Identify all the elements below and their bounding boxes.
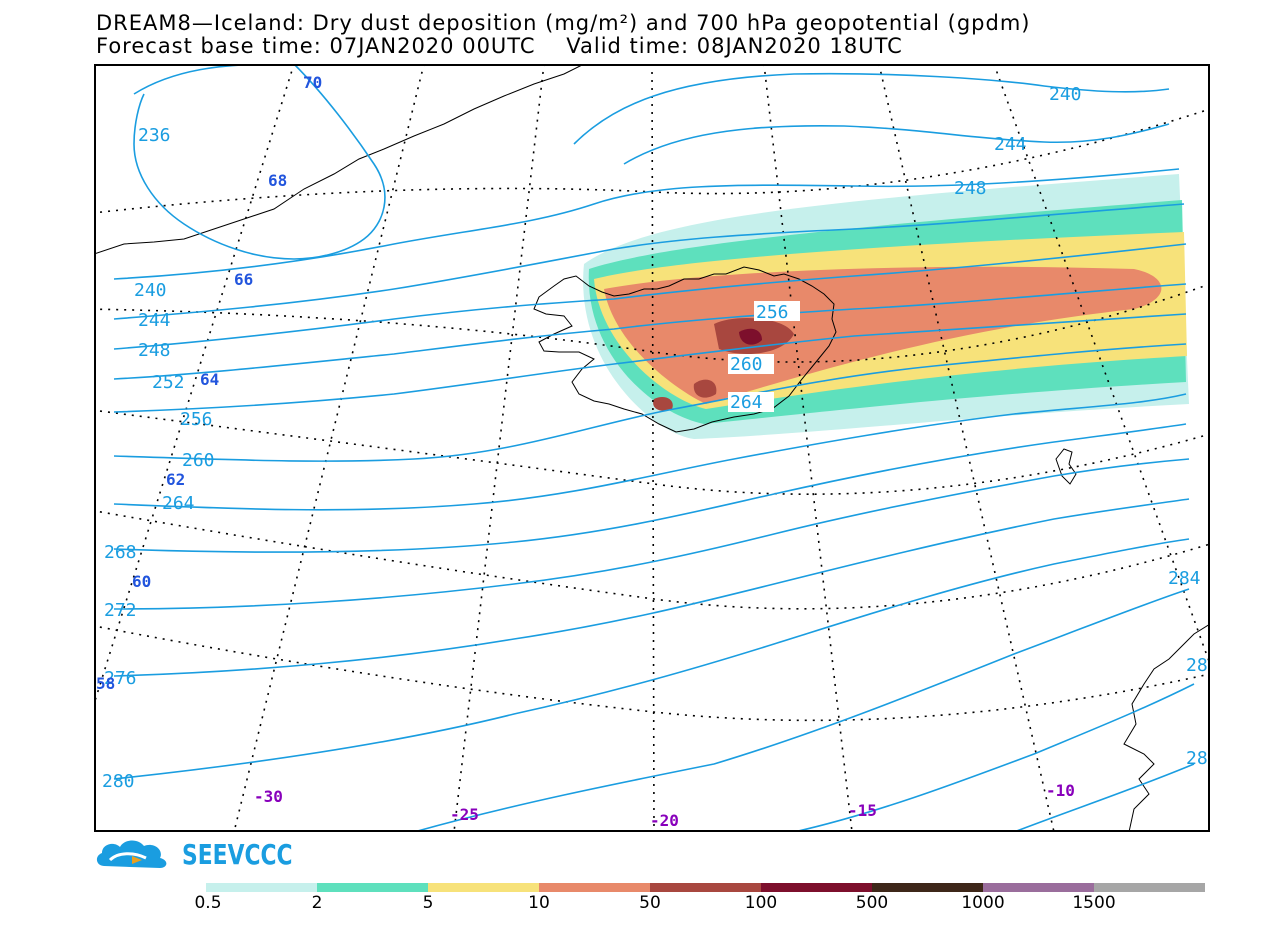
faroe-islands-coastline	[1055, 448, 1077, 485]
contour-label: 240	[134, 280, 167, 301]
contour-label: 268	[104, 542, 137, 563]
scotland-coastline	[1123, 623, 1210, 832]
logo-text: SEEVCCC	[182, 838, 293, 871]
color-legend	[206, 883, 1205, 892]
greenland-coastline	[94, 64, 585, 255]
seevccc-logo	[96, 840, 167, 868]
contour-label: 244	[994, 134, 1027, 155]
latitude-label: 70	[303, 73, 322, 92]
latitude-label: 68	[268, 171, 287, 190]
contour-label: 264	[730, 392, 763, 413]
longitude-label: -30	[254, 787, 283, 806]
contour-label: 264	[162, 493, 195, 514]
legend-swatch	[872, 883, 983, 892]
contour-label: 248	[954, 178, 987, 199]
legend-swatch	[206, 883, 317, 892]
contour-label: 240	[1049, 84, 1082, 105]
legend-swatch	[983, 883, 1094, 892]
longitude-label: -20	[650, 811, 679, 830]
lat-lon-graticule	[94, 64, 1210, 832]
map-frame	[94, 64, 1210, 832]
legend-swatch	[1094, 883, 1205, 892]
longitude-label: -25	[450, 805, 479, 824]
legend-swatch	[539, 883, 650, 892]
legend-tick-label: 1000	[961, 893, 1005, 913]
iceland-coastline	[533, 266, 837, 433]
contour-label: 244	[138, 310, 171, 331]
longitude-label: -10	[1046, 781, 1075, 800]
map-subtitle-times: Forecast base time: 07JAN2020 00UTC Vali…	[96, 34, 903, 58]
contour-label: 252	[152, 372, 185, 393]
latitude-label: 64	[200, 370, 219, 389]
latitude-label: 66	[234, 270, 253, 289]
contour-label: 236	[138, 125, 171, 146]
coastlines	[94, 64, 1210, 832]
map-title: DREAM8—Iceland: Dry dust deposition (mg/…	[96, 11, 1031, 35]
contour-label: 248	[138, 340, 171, 361]
contour-label: 280	[102, 771, 135, 792]
legend-tick-label: 2	[311, 893, 323, 913]
legend-swatch	[650, 883, 761, 892]
legend-tick-label: 1500	[1072, 893, 1116, 913]
legend-swatch	[428, 883, 539, 892]
dust-band-100	[739, 328, 762, 345]
contour-label: 272	[104, 600, 137, 621]
contour-label: 28	[1186, 748, 1208, 769]
legend-tick-label: 10	[528, 893, 550, 913]
legend-tick-label: 0.5	[194, 893, 222, 913]
legend-tick-label: 5	[422, 893, 434, 913]
contour-label: 260	[730, 354, 763, 375]
latitude-label: 62	[166, 470, 185, 489]
cloud-logo-icon	[96, 840, 167, 868]
legend-tick-label: 50	[639, 893, 661, 913]
legend-swatch	[761, 883, 872, 892]
legend-tick-label: 100	[744, 893, 778, 913]
latitude-label: 60	[132, 572, 151, 591]
latitude-label: 58	[96, 674, 115, 693]
contour-label: 256	[756, 302, 789, 323]
map-panel: 240 244 248 236 240 244 248 252 256 260 …	[94, 64, 1210, 832]
contour-label: 256	[180, 409, 213, 430]
contour-label: 260	[182, 450, 215, 471]
legend-swatch	[317, 883, 428, 892]
legend-tick-label: 500	[855, 893, 889, 913]
longitude-label: -15	[848, 801, 877, 820]
contour-label: 28	[1186, 655, 1208, 676]
contour-label: 276	[104, 668, 137, 689]
contour-label: 284	[1168, 568, 1201, 589]
